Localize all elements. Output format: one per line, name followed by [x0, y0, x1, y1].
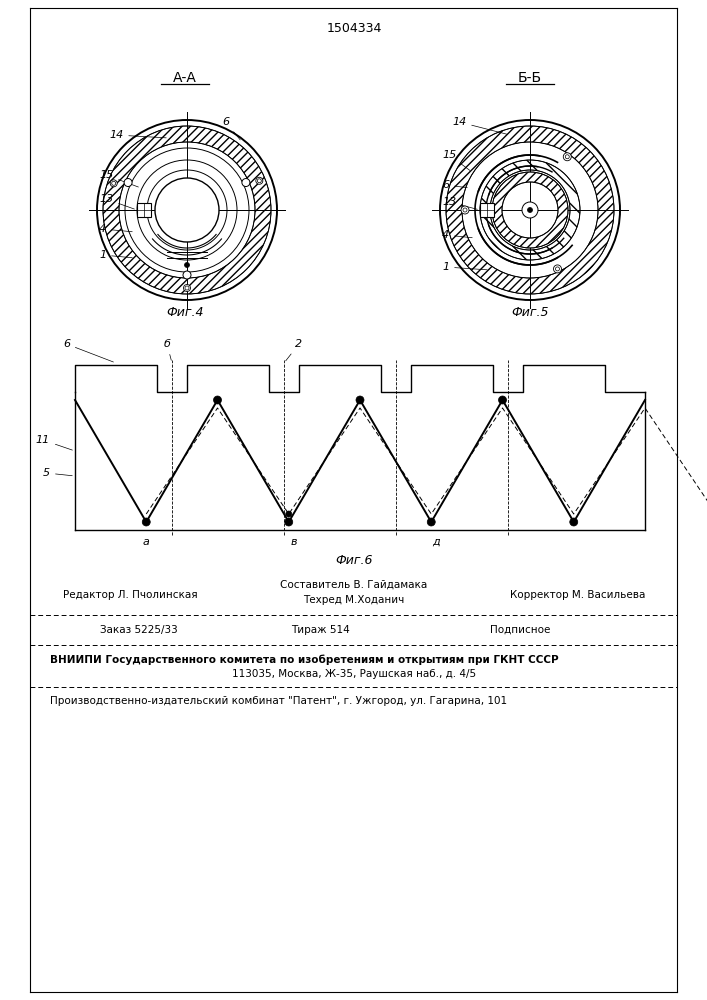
Text: 4: 4	[442, 230, 472, 240]
Circle shape	[498, 396, 506, 404]
Circle shape	[285, 518, 293, 526]
Circle shape	[570, 518, 578, 526]
Text: 2: 2	[286, 339, 303, 361]
Circle shape	[124, 179, 132, 187]
Circle shape	[142, 518, 151, 526]
Text: д: д	[433, 537, 440, 547]
Text: 6: 6	[63, 339, 113, 362]
Circle shape	[185, 262, 189, 267]
Circle shape	[440, 120, 620, 300]
Text: 15: 15	[99, 170, 139, 187]
Wedge shape	[480, 160, 580, 260]
Text: 13: 13	[442, 197, 477, 209]
Circle shape	[183, 271, 191, 279]
Text: Подписное: Подписное	[490, 625, 550, 635]
Text: Заказ 5225/33: Заказ 5225/33	[100, 625, 177, 635]
Text: Редактор Л. Пчолинская: Редактор Л. Пчолинская	[63, 590, 197, 600]
Text: ВНИИПИ Государственного комитета по изобретениям и открытиям при ГКНТ СССР: ВНИИПИ Государственного комитета по изоб…	[50, 655, 559, 665]
Text: 1: 1	[99, 250, 132, 260]
Circle shape	[527, 208, 532, 213]
Circle shape	[286, 511, 292, 517]
Text: Производственно-издательский комбинат "Патент", г. Ужгород, ул. Гагарина, 101: Производственно-издательский комбинат "П…	[50, 696, 507, 706]
Text: 15: 15	[442, 150, 469, 170]
Circle shape	[125, 148, 249, 272]
Text: Составитель В. Гайдамака: Составитель В. Гайдамака	[281, 580, 428, 590]
Text: 11: 11	[36, 435, 72, 450]
Bar	[480, 203, 494, 217]
Wedge shape	[103, 126, 271, 294]
Text: а: а	[143, 537, 150, 547]
Text: 113035, Москва, Ж-35, Раушская наб., д. 4/5: 113035, Москва, Ж-35, Раушская наб., д. …	[232, 669, 476, 679]
Circle shape	[214, 396, 221, 404]
Text: 4: 4	[99, 224, 132, 234]
Text: 6: 6	[222, 117, 240, 140]
Text: в: в	[291, 537, 297, 547]
Text: 14: 14	[109, 130, 166, 140]
Text: 14: 14	[452, 117, 508, 134]
Circle shape	[155, 178, 219, 242]
Wedge shape	[492, 172, 568, 248]
Text: 1: 1	[442, 262, 487, 272]
Circle shape	[522, 202, 538, 218]
Text: 6: 6	[442, 180, 467, 190]
Circle shape	[554, 265, 561, 273]
Text: б: б	[163, 339, 171, 360]
Text: Фиг.6: Фиг.6	[335, 554, 373, 566]
Circle shape	[184, 284, 190, 292]
Circle shape	[427, 518, 436, 526]
Text: Тираж 514: Тираж 514	[291, 625, 349, 635]
Text: А-А: А-А	[173, 71, 197, 85]
Text: Фиг.4: Фиг.4	[166, 306, 204, 320]
Circle shape	[110, 180, 117, 187]
Wedge shape	[137, 160, 237, 260]
Text: 13: 13	[99, 194, 134, 209]
Text: Фиг.5: Фиг.5	[511, 306, 549, 320]
Text: Б-Б: Б-Б	[518, 71, 542, 85]
Circle shape	[256, 177, 263, 184]
Text: Техред М.Ходанич: Техред М.Ходанич	[303, 595, 404, 605]
Text: Корректор М. Васильева: Корректор М. Васильева	[510, 590, 645, 600]
Text: 5: 5	[43, 468, 72, 478]
Circle shape	[97, 120, 277, 300]
Bar	[137, 203, 151, 217]
Circle shape	[461, 206, 469, 214]
Circle shape	[563, 153, 571, 161]
Circle shape	[356, 396, 364, 404]
Circle shape	[242, 179, 250, 187]
Wedge shape	[446, 126, 614, 294]
Text: 1504334: 1504334	[327, 21, 382, 34]
